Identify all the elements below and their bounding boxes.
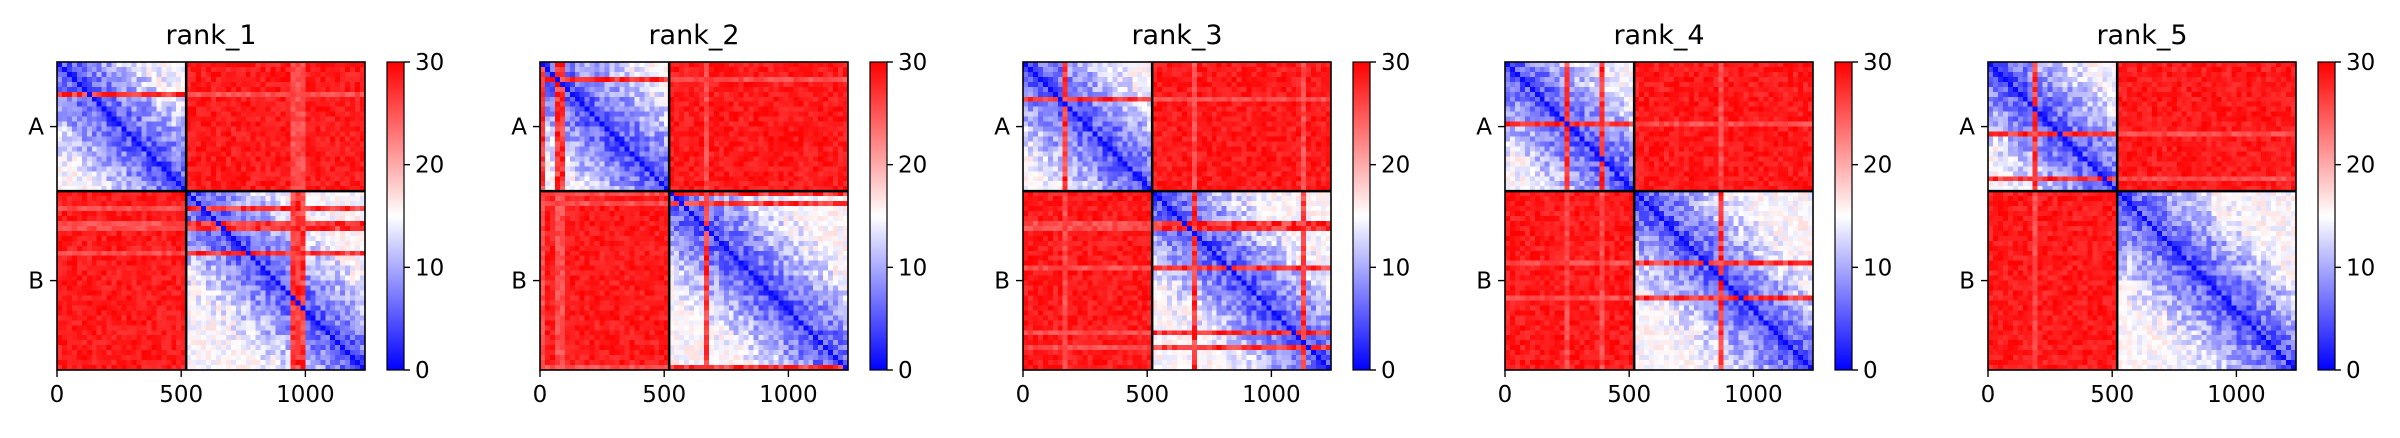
panel-title: rank_4 xyxy=(1613,20,1704,51)
colorbar-tick-label: 30 xyxy=(1381,50,1410,76)
heatmap-cells xyxy=(57,62,366,371)
panel-rank_3: rank_3 0 500 1000 A B 0 10 20 30 xyxy=(994,20,1410,408)
panel-rank_2: rank_2 0 500 1000 A B 0 10 20 30 xyxy=(511,20,927,408)
heatmap-cells xyxy=(1988,62,2297,371)
colorbar-tick-label: 20 xyxy=(2346,153,2375,179)
panel-rank_1: rank_1 0 500 1000 A B 0 10 20 30 xyxy=(28,20,444,408)
y-tick-label: B xyxy=(1476,269,1492,295)
colorbar-tick-label: 20 xyxy=(898,153,927,179)
colorbar-tick-label: 20 xyxy=(1863,153,1892,179)
heatmap-cells xyxy=(1023,62,1332,371)
y-tick-label: B xyxy=(994,269,1010,295)
panel-rank_4: rank_4 0 500 1000 A B 0 10 20 30 xyxy=(1476,20,1892,408)
colorbar-tick-label: 30 xyxy=(898,50,927,76)
panel-title: rank_2 xyxy=(648,20,739,51)
panel-rank_5: rank_5 0 500 1000 A B 0 10 20 30 xyxy=(1959,20,2375,408)
y-tick-label: A xyxy=(28,115,44,141)
x-tick-label: 500 xyxy=(2090,382,2134,408)
y-tick-label: B xyxy=(28,269,44,295)
colorbar-tick-label: 10 xyxy=(898,255,927,281)
y-tick-label: A xyxy=(1959,115,1975,141)
colorbar-tick-label: 30 xyxy=(2346,50,2375,76)
colorbar-tick-label: 0 xyxy=(898,358,913,384)
x-tick-label: 1000 xyxy=(1724,382,1783,408)
x-tick-label: 1000 xyxy=(759,382,818,408)
colorbar-tick-label: 30 xyxy=(1863,50,1892,76)
colorbar-tick-label: 10 xyxy=(2346,255,2375,281)
plot-frame xyxy=(1022,61,1332,371)
x-tick-label: 500 xyxy=(642,382,686,408)
y-tick-label: A xyxy=(511,115,527,141)
x-tick-label: 0 xyxy=(533,382,548,408)
x-tick-label: 500 xyxy=(1607,382,1651,408)
colorbar xyxy=(2317,61,2336,371)
plot-frame xyxy=(1504,61,1814,371)
y-tick-label: B xyxy=(1959,269,1975,295)
x-tick-label: 0 xyxy=(50,382,65,408)
plot-frame xyxy=(56,61,366,371)
colorbar xyxy=(869,61,888,371)
x-tick-label: 0 xyxy=(1016,382,1031,408)
panel-title: rank_1 xyxy=(165,20,256,51)
panel-title: rank_5 xyxy=(2096,20,2187,51)
heatmap-cells xyxy=(540,62,849,371)
panel-title: rank_3 xyxy=(1131,20,1222,51)
x-tick-label: 1000 xyxy=(2207,382,2266,408)
colorbar-tick-label: 0 xyxy=(1863,358,1878,384)
plot-frame xyxy=(1987,61,2297,371)
colorbar-tick-label: 20 xyxy=(415,153,444,179)
colorbar-tick-label: 30 xyxy=(415,50,444,76)
colorbar xyxy=(386,61,405,371)
y-tick-label: A xyxy=(1476,115,1492,141)
colorbar xyxy=(1834,61,1853,371)
colorbar-tick-label: 10 xyxy=(1863,255,1892,281)
colorbar xyxy=(1352,61,1371,371)
colorbar-tick-label: 10 xyxy=(1381,255,1410,281)
x-tick-label: 1000 xyxy=(276,382,335,408)
colorbar-tick-label: 20 xyxy=(1381,153,1410,179)
colorbar-tick-label: 0 xyxy=(1381,358,1396,384)
y-tick-label: B xyxy=(511,269,527,295)
colorbar-tick-label: 10 xyxy=(415,255,444,281)
x-tick-label: 500 xyxy=(1125,382,1169,408)
x-tick-label: 1000 xyxy=(1242,382,1301,408)
colorbar-tick-label: 0 xyxy=(2346,358,2361,384)
x-tick-label: 0 xyxy=(1498,382,1513,408)
heatmap-cells xyxy=(1505,62,1814,371)
y-tick-label: A xyxy=(994,115,1010,141)
x-tick-label: 0 xyxy=(1981,382,1996,408)
colorbar-tick-label: 0 xyxy=(415,358,430,384)
plot-frame xyxy=(539,61,849,371)
x-tick-label: 500 xyxy=(159,382,203,408)
